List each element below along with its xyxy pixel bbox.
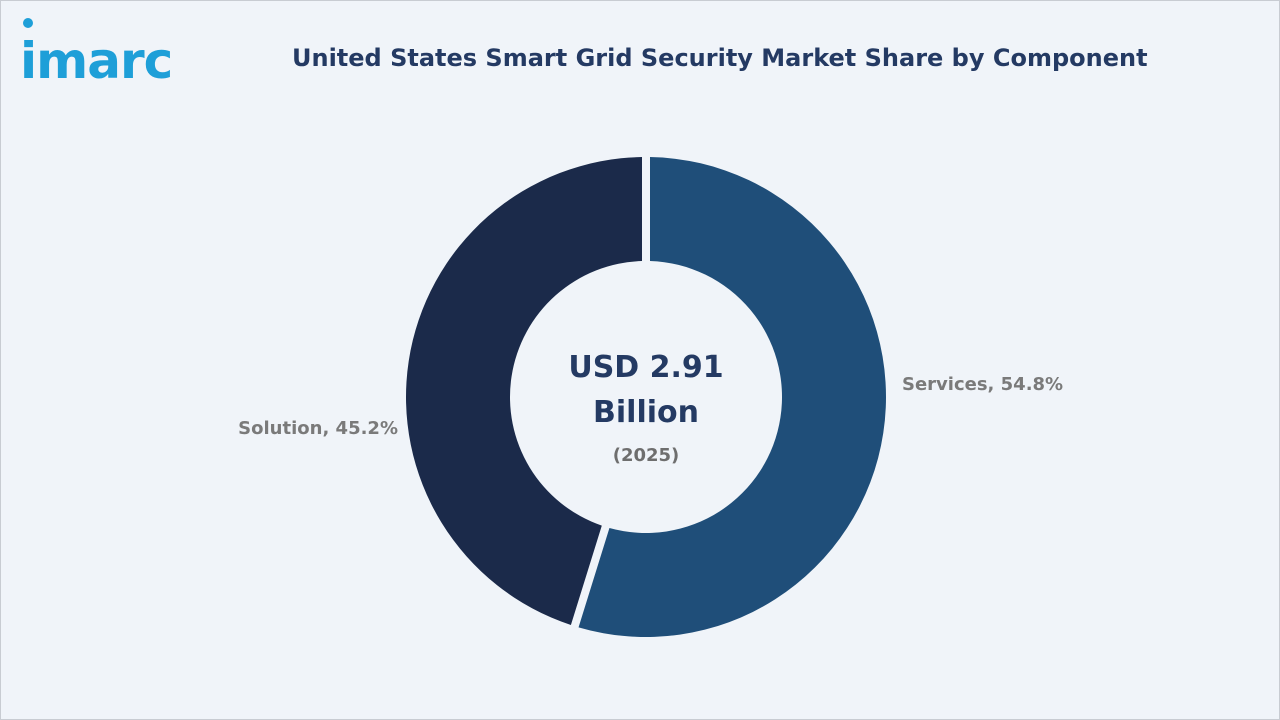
logo-dot-icon: [23, 18, 33, 28]
chart-title: United States Smart Grid Security Market…: [292, 44, 1148, 72]
donut-slice-services: [578, 157, 886, 637]
logo-text: imarc: [20, 32, 173, 90]
donut-slices: [405, 157, 886, 637]
donut-slice-solution: [405, 157, 643, 625]
slice-label-services: Services, 54.8%: [902, 374, 1063, 395]
center-value-line2: Billion: [593, 395, 699, 430]
center-year: (2025): [613, 445, 680, 466]
slice-label-solution: Solution, 45.2%: [238, 418, 398, 439]
center-value-line1: USD 2.91: [568, 350, 723, 385]
imarc-logo: imarc: [20, 18, 173, 86]
